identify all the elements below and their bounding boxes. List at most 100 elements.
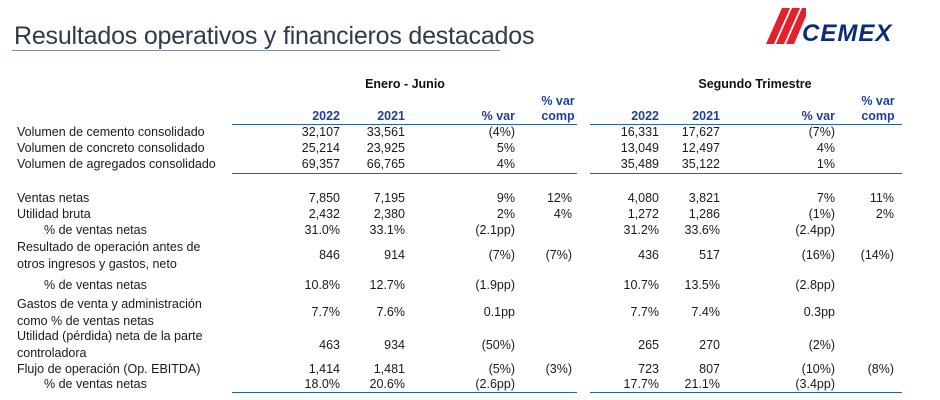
cell: 35,489 (620, 157, 659, 171)
cell: 7.7% (630, 305, 660, 319)
cell: (4%) (488, 125, 515, 139)
row-label-line2: otros ingresos y gastos, neto (17, 257, 177, 271)
cell: (8%) (867, 362, 894, 376)
cell: 35,122 (681, 157, 720, 171)
col-h2-comp: % var comp (861, 94, 895, 123)
cell: (2.1pp) (475, 223, 515, 237)
cell: 1,272 (627, 207, 659, 221)
cell: 7.7% (311, 305, 341, 319)
row-label: Flujo de operación (Op. EBITDA) (17, 362, 201, 376)
cell: 1,414 (308, 362, 340, 376)
cell: (2.4pp) (795, 223, 835, 237)
cell: (2%) (808, 338, 835, 352)
col-h1-2021: 2021 (377, 109, 405, 123)
col-h1-comp: % var comp (541, 94, 575, 123)
cell: 17,627 (681, 125, 720, 139)
row-label-line1: Utilidad (pérdida) neta de la parte (17, 329, 203, 343)
row-label: % de ventas netas (44, 278, 147, 292)
cell: 3,821 (688, 191, 720, 205)
cell: 11% (869, 191, 894, 205)
cemex-wordmark: CEMEX (802, 20, 893, 47)
cell: 12,497 (681, 141, 720, 155)
row-label: % de ventas netas (44, 223, 147, 237)
row-label: Volumen de cemento consolidado (17, 125, 205, 139)
row-label: Volumen de agregados consolidado (17, 157, 216, 171)
cell: 2,380 (373, 207, 405, 221)
cell: (1.9pp) (475, 278, 515, 292)
cell: 914 (384, 248, 405, 262)
cell: 12.7% (369, 278, 405, 292)
cemex-stripes-icon (766, 8, 806, 44)
cell: 31.0% (304, 223, 340, 237)
cell: (7%) (808, 125, 835, 139)
row-label: % de ventas netas (44, 377, 147, 391)
cell: 0.1pp (483, 305, 515, 319)
cell: (1%) (808, 207, 835, 221)
cell: 4% (553, 207, 572, 221)
cell: 23,925 (366, 141, 405, 155)
cell: 16,331 (620, 125, 659, 139)
row-label: Volumen de concreto consolidado (17, 141, 205, 155)
cell: 5% (496, 141, 515, 155)
cell: 9% (496, 191, 515, 205)
cell: (7%) (488, 248, 515, 262)
cell: 436 (638, 248, 659, 262)
bottom-rule-h1 (232, 392, 577, 393)
cell: 1,481 (373, 362, 405, 376)
header-rule-h2 (590, 124, 902, 125)
col-h2-var: % var (801, 109, 835, 123)
cell: (2.6pp) (475, 377, 515, 391)
cell: 20.6% (369, 377, 405, 391)
title-underline (12, 50, 500, 51)
row-label: Utilidad bruta (17, 207, 91, 221)
cell: 33.6% (684, 223, 720, 237)
cell: 66,765 (366, 157, 405, 171)
cell: (3.4pp) (795, 377, 835, 391)
cell: (5%) (488, 362, 515, 376)
cell: 2% (875, 207, 894, 221)
cell: 723 (638, 362, 659, 376)
cell: 7,850 (308, 191, 340, 205)
cell: (14%) (860, 248, 894, 262)
group-header-h1: Enero - Junio (365, 77, 445, 91)
cell: 32,107 (301, 125, 340, 139)
cell: 2,432 (308, 207, 340, 221)
col-h1-var: % var (481, 109, 515, 123)
cell: (10%) (801, 362, 835, 376)
cell: 33,561 (366, 125, 405, 139)
volume-rule-h1 (232, 173, 577, 174)
cell: 21.1% (684, 377, 720, 391)
cell: 265 (638, 338, 659, 352)
row-label-line1: Gastos de venta y administración (17, 297, 202, 311)
cell: 517 (699, 248, 720, 262)
cell: 846 (319, 248, 340, 262)
cell: 2% (496, 207, 515, 221)
cell: 25,214 (301, 141, 340, 155)
cell: 1% (816, 157, 835, 171)
cell: (7%) (545, 248, 572, 262)
cell: 69,357 (301, 157, 340, 171)
col-h2-2021: 2021 (692, 109, 720, 123)
cell: 18.0% (304, 377, 340, 391)
cell: (16%) (801, 248, 835, 262)
cell: 10.8% (304, 278, 340, 292)
bottom-rule-h2 (590, 392, 902, 393)
cell: 4,080 (627, 191, 659, 205)
row-label-line2: como % de ventas netas (17, 314, 154, 328)
page-title: Resultados operativos y financieros dest… (14, 22, 535, 50)
cell: 10.7% (623, 278, 659, 292)
cell: 7% (816, 191, 835, 205)
cell: 934 (384, 338, 405, 352)
header-rule-h1 (232, 124, 577, 125)
group-header-h2: Segundo Trimestre (698, 77, 812, 91)
cell: 13,049 (620, 141, 659, 155)
cell: 12% (546, 191, 572, 205)
cell: (3%) (545, 362, 572, 376)
cell: 7.4% (691, 305, 721, 319)
cemex-logo: CEMEX (760, 6, 900, 47)
cell: 0.3pp (803, 305, 835, 319)
cell: 270 (699, 338, 720, 352)
volume-rule-h2 (590, 173, 902, 174)
cell: 17.7% (623, 377, 659, 391)
cell: 7,195 (373, 191, 405, 205)
